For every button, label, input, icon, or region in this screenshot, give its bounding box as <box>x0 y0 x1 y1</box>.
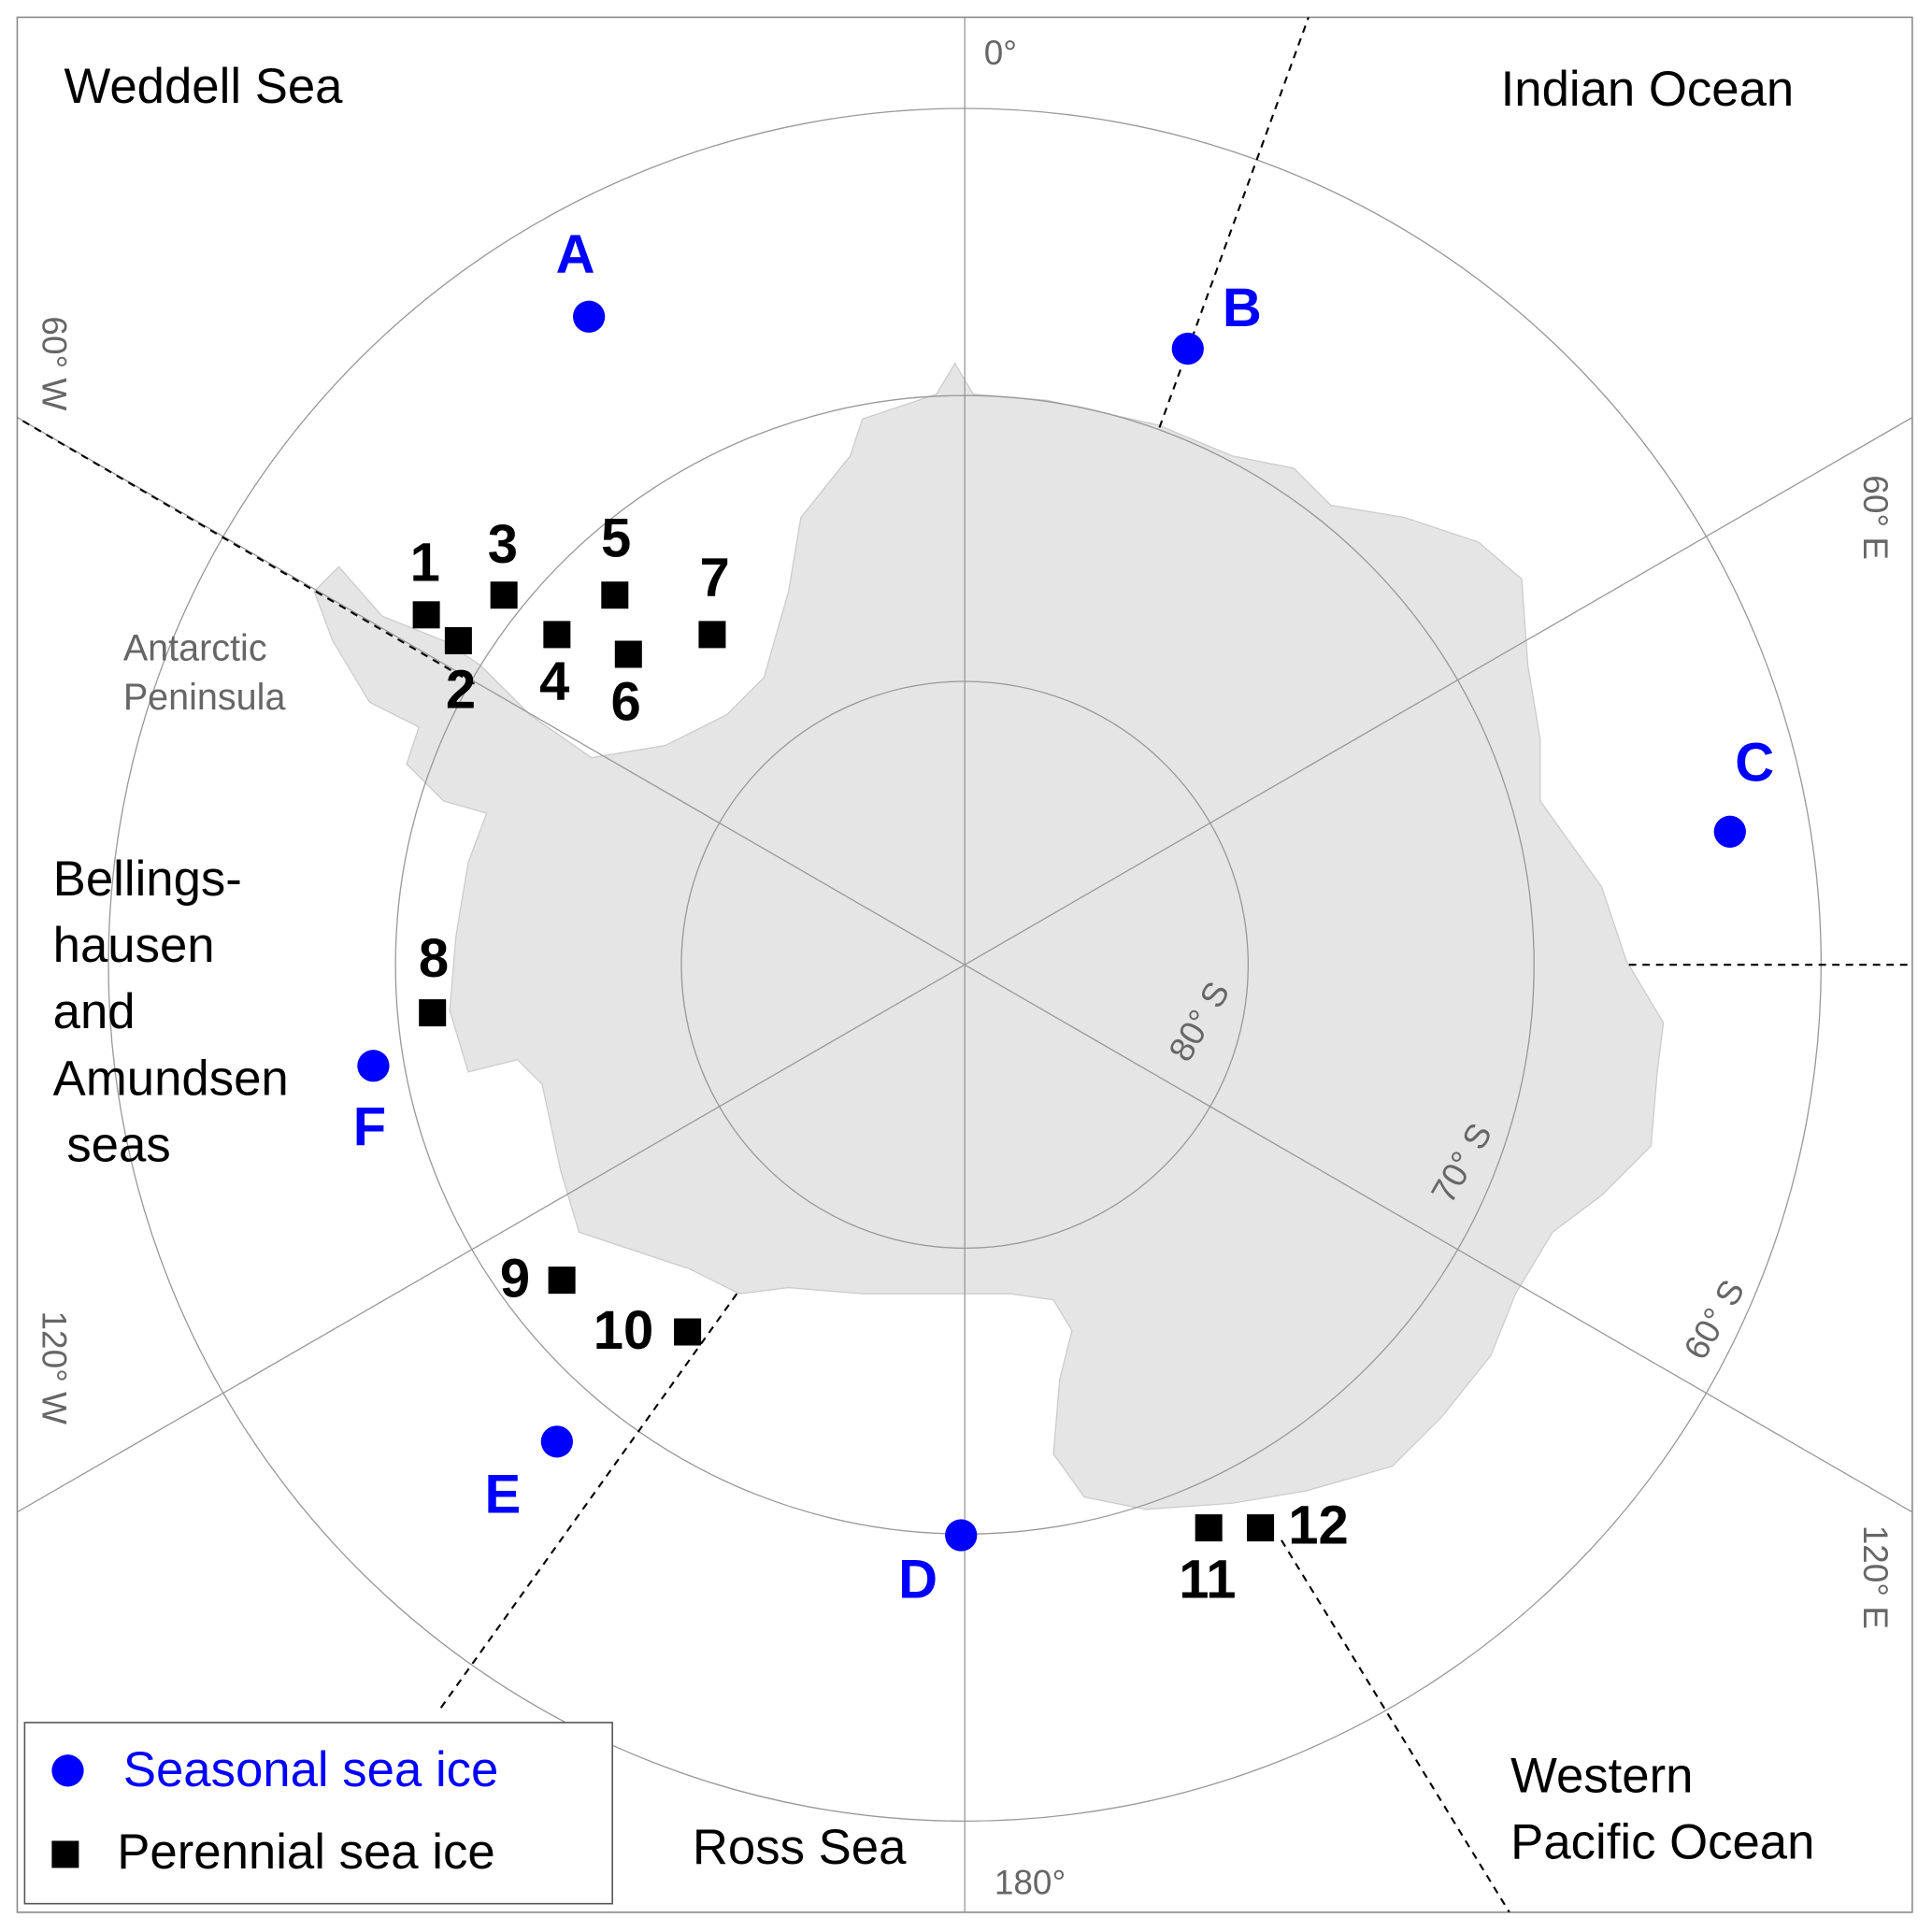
seasonal-site-marker <box>1713 815 1746 848</box>
peninsula-label: Antarctic <box>123 627 267 668</box>
perennial-site-label: 5 <box>601 508 631 568</box>
sector-boundary <box>436 1293 738 1713</box>
longitude-label: 60° E <box>1856 475 1895 560</box>
perennial-site-label: 1 <box>410 533 440 594</box>
longitude-label: 120° W <box>36 1311 74 1425</box>
perennial-site-marker <box>412 601 440 629</box>
region-label: hausen <box>53 918 215 973</box>
region-label: and <box>53 984 136 1039</box>
perennial-site-label: 2 <box>446 659 476 720</box>
sector-boundary <box>1281 1539 1510 1912</box>
perennial-site-label: 6 <box>611 672 641 733</box>
region-label: Indian Ocean <box>1501 62 1795 117</box>
perennial-site-marker <box>419 999 447 1027</box>
seasonal-site-label: B <box>1223 278 1262 338</box>
seasonal-site-marker <box>1171 332 1204 365</box>
perennial-site-marker <box>614 640 642 668</box>
longitude-label: 120° E <box>1856 1525 1895 1629</box>
seasonal-site-label: C <box>1735 732 1774 793</box>
perennial-site-marker <box>601 581 629 609</box>
region-label: Pacific Ocean <box>1510 1815 1814 1870</box>
longitude-label: 180° <box>995 1864 1066 1902</box>
seasonal-site-marker <box>945 1519 978 1552</box>
seasonal-site-marker <box>572 300 606 333</box>
perennial-site-marker <box>1247 1514 1275 1542</box>
perennial-site-marker <box>543 621 571 649</box>
perennial-site-label: 12 <box>1288 1495 1349 1555</box>
legend-circle <box>51 1754 84 1787</box>
perennial-site-marker <box>490 581 518 609</box>
region-label: Weddell Sea <box>64 59 344 114</box>
perennial-site-label: 8 <box>419 928 449 989</box>
seasonal-site-label: D <box>898 1549 937 1610</box>
longitude-label: 60° W <box>36 316 74 410</box>
region-label: Bellings- <box>53 852 242 907</box>
sector-boundary <box>17 416 476 685</box>
longitude-label: 0° <box>984 34 1017 72</box>
perennial-site-marker <box>548 1267 576 1295</box>
antarctica <box>313 362 1665 1510</box>
meridian <box>17 416 1912 1513</box>
seasonal-site-label: A <box>556 224 595 285</box>
legend-seasonal: Seasonal sea ice <box>123 1742 499 1797</box>
legend-square <box>51 1840 79 1868</box>
region-label: seas <box>53 1118 171 1173</box>
perennial-site-label: 9 <box>500 1249 530 1309</box>
perennial-site-marker <box>698 621 726 649</box>
seasonal-site-label: F <box>353 1096 386 1157</box>
perennial-site-label: 4 <box>539 651 569 711</box>
peninsula-label: Peninsula <box>123 677 286 718</box>
seasonal-site-label: E <box>484 1464 521 1524</box>
legend-perennial: Perennial sea ice <box>117 1825 494 1880</box>
seasonal-site-marker <box>357 1050 390 1082</box>
legend-box <box>23 1722 613 1905</box>
perennial-site-label: 11 <box>1179 1549 1236 1610</box>
region-label: Amundsen <box>53 1051 289 1106</box>
perennial-site-marker <box>1195 1514 1223 1542</box>
perennial-site-marker <box>674 1318 702 1346</box>
region-label: Western <box>1510 1748 1693 1803</box>
perennial-site-marker <box>444 626 472 654</box>
perennial-site-label: 10 <box>594 1300 654 1361</box>
region-label: Ross Sea <box>693 1820 907 1875</box>
perennial-site-label: 7 <box>699 548 729 608</box>
perennial-site-label: 3 <box>488 514 518 575</box>
seasonal-site-marker <box>540 1425 573 1458</box>
